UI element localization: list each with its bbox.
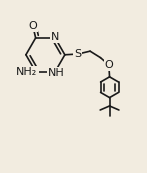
Text: NH: NH [47,68,64,78]
Text: S: S [74,49,81,59]
Text: O: O [105,60,113,70]
Text: N: N [51,32,59,42]
Text: NH₂: NH₂ [16,67,38,77]
Text: O: O [28,21,37,31]
